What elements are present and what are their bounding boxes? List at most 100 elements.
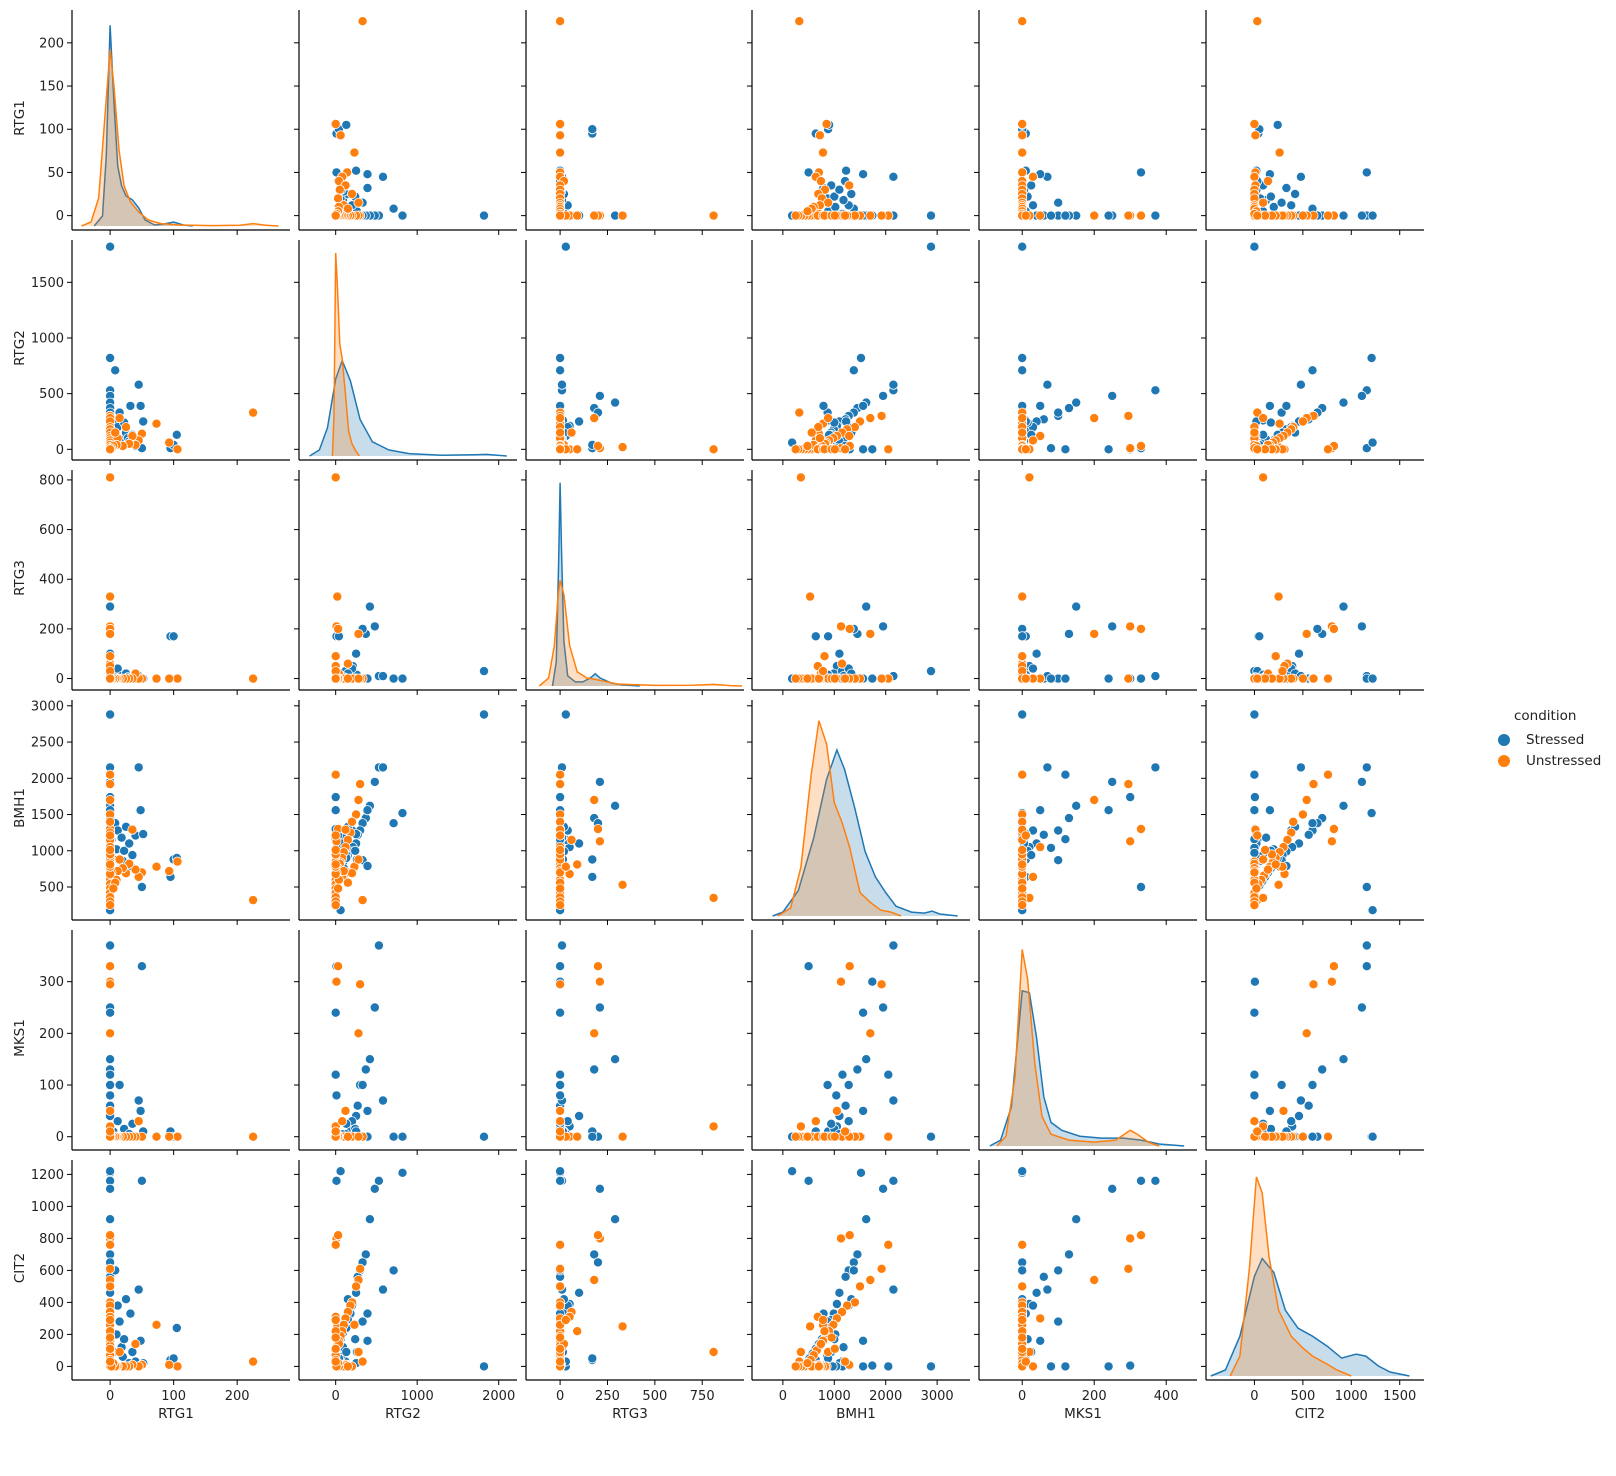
point-stressed xyxy=(369,621,380,632)
point-unstressed xyxy=(560,1315,571,1326)
point-stressed xyxy=(478,210,489,221)
point-unstressed xyxy=(1323,444,1334,455)
point-stressed xyxy=(555,365,566,376)
point-unstressed xyxy=(829,1131,840,1142)
point-stressed xyxy=(1035,805,1046,816)
point-stressed xyxy=(594,1183,605,1194)
point-stressed xyxy=(1071,800,1082,811)
point-stressed xyxy=(822,1080,833,1091)
point-stressed xyxy=(1356,210,1367,221)
point-stressed xyxy=(362,1105,373,1116)
point-stressed xyxy=(560,709,571,720)
point-stressed xyxy=(1042,379,1053,390)
kde-fill-unstressed xyxy=(332,253,360,456)
point-unstressed xyxy=(795,472,806,483)
point-unstressed xyxy=(617,442,628,453)
point-stressed xyxy=(1249,792,1260,803)
unstressed-marker-icon xyxy=(1498,754,1510,767)
point-stressed xyxy=(352,1100,363,1111)
point-unstressed xyxy=(1136,210,1147,221)
point-stressed xyxy=(829,191,840,202)
point-unstressed xyxy=(555,130,566,141)
kde-fill-stressed xyxy=(772,750,958,916)
x-axis-label: RTG1 xyxy=(158,1406,194,1422)
point-stressed xyxy=(105,352,116,363)
panel-RTG2-vs-MKS1 xyxy=(974,240,1197,465)
point-unstressed xyxy=(876,1263,887,1274)
point-unstressed xyxy=(151,1131,162,1142)
panel-MKS1-vs-CIT2 xyxy=(1201,930,1424,1155)
point-unstressed xyxy=(1274,418,1285,429)
point-unstressed xyxy=(1297,1131,1308,1142)
point-stressed xyxy=(330,792,341,803)
point-stressed xyxy=(105,1214,116,1225)
point-unstressed xyxy=(865,1028,876,1039)
point-unstressed xyxy=(105,845,116,856)
point-unstressed xyxy=(340,1105,351,1116)
point-stressed xyxy=(377,1284,388,1295)
point-stressed xyxy=(1071,601,1082,612)
point-stressed xyxy=(1367,1131,1378,1142)
point-stressed xyxy=(133,379,144,390)
point-unstressed xyxy=(555,147,566,158)
point-unstressed xyxy=(172,673,183,684)
point-stressed xyxy=(1038,829,1049,840)
point-unstressed xyxy=(114,413,125,424)
point-unstressed xyxy=(555,979,566,990)
point-stressed xyxy=(1303,1100,1314,1111)
kde-line-unstressed xyxy=(331,252,360,457)
point-stressed xyxy=(1125,792,1136,803)
point-stressed xyxy=(1150,762,1161,773)
point-unstressed xyxy=(333,623,344,634)
point-stressed xyxy=(1103,210,1114,221)
point-unstressed xyxy=(829,210,840,221)
x-tick-label: 500 xyxy=(642,1389,667,1404)
point-unstressed xyxy=(572,444,583,455)
point-unstressed xyxy=(330,830,341,841)
point-unstressed xyxy=(342,658,353,669)
point-unstressed xyxy=(342,1131,353,1142)
point-unstressed xyxy=(332,591,343,602)
point-unstressed xyxy=(330,769,341,780)
point-stressed xyxy=(1264,805,1275,816)
point-stressed xyxy=(116,832,127,843)
point-unstressed xyxy=(1125,836,1136,847)
point-unstressed xyxy=(813,422,824,433)
point-unstressed xyxy=(617,1321,628,1332)
point-stressed xyxy=(587,871,598,882)
point-unstressed xyxy=(353,197,364,208)
point-stressed xyxy=(557,940,568,951)
point-unstressed xyxy=(555,1343,566,1354)
point-stressed xyxy=(105,1054,116,1065)
point-unstressed xyxy=(1258,197,1269,208)
point-unstressed xyxy=(805,1321,816,1332)
point-unstressed xyxy=(1017,427,1028,438)
point-stressed xyxy=(1150,210,1161,221)
point-unstressed xyxy=(351,1281,362,1292)
point-unstressed xyxy=(1252,210,1263,221)
point-unstressed xyxy=(353,795,364,806)
point-unstressed xyxy=(164,1359,175,1370)
point-stressed xyxy=(926,241,937,252)
point-unstressed xyxy=(572,859,583,870)
point-stressed xyxy=(1249,769,1260,780)
point-unstressed xyxy=(1270,651,1281,662)
point-stressed xyxy=(330,805,341,816)
point-unstressed xyxy=(1323,1131,1334,1142)
point-unstressed xyxy=(1017,1332,1028,1343)
panel-BMH1-vs-CIT2 xyxy=(1201,700,1424,925)
point-unstressed xyxy=(151,1319,162,1330)
point-stressed xyxy=(1249,1007,1260,1018)
point-stressed xyxy=(555,1007,566,1018)
point-stressed xyxy=(555,1175,566,1186)
point-unstressed xyxy=(589,1275,600,1286)
point-unstressed xyxy=(353,854,364,865)
point-unstressed xyxy=(1249,119,1260,130)
point-stressed xyxy=(926,666,937,677)
point-stressed xyxy=(1356,1002,1367,1013)
x-tick-label: 0 xyxy=(1018,1389,1026,1404)
x-axis-label: RTG2 xyxy=(385,1406,421,1422)
point-stressed xyxy=(1028,663,1039,674)
point-stressed xyxy=(858,444,869,455)
point-unstressed xyxy=(346,816,357,827)
